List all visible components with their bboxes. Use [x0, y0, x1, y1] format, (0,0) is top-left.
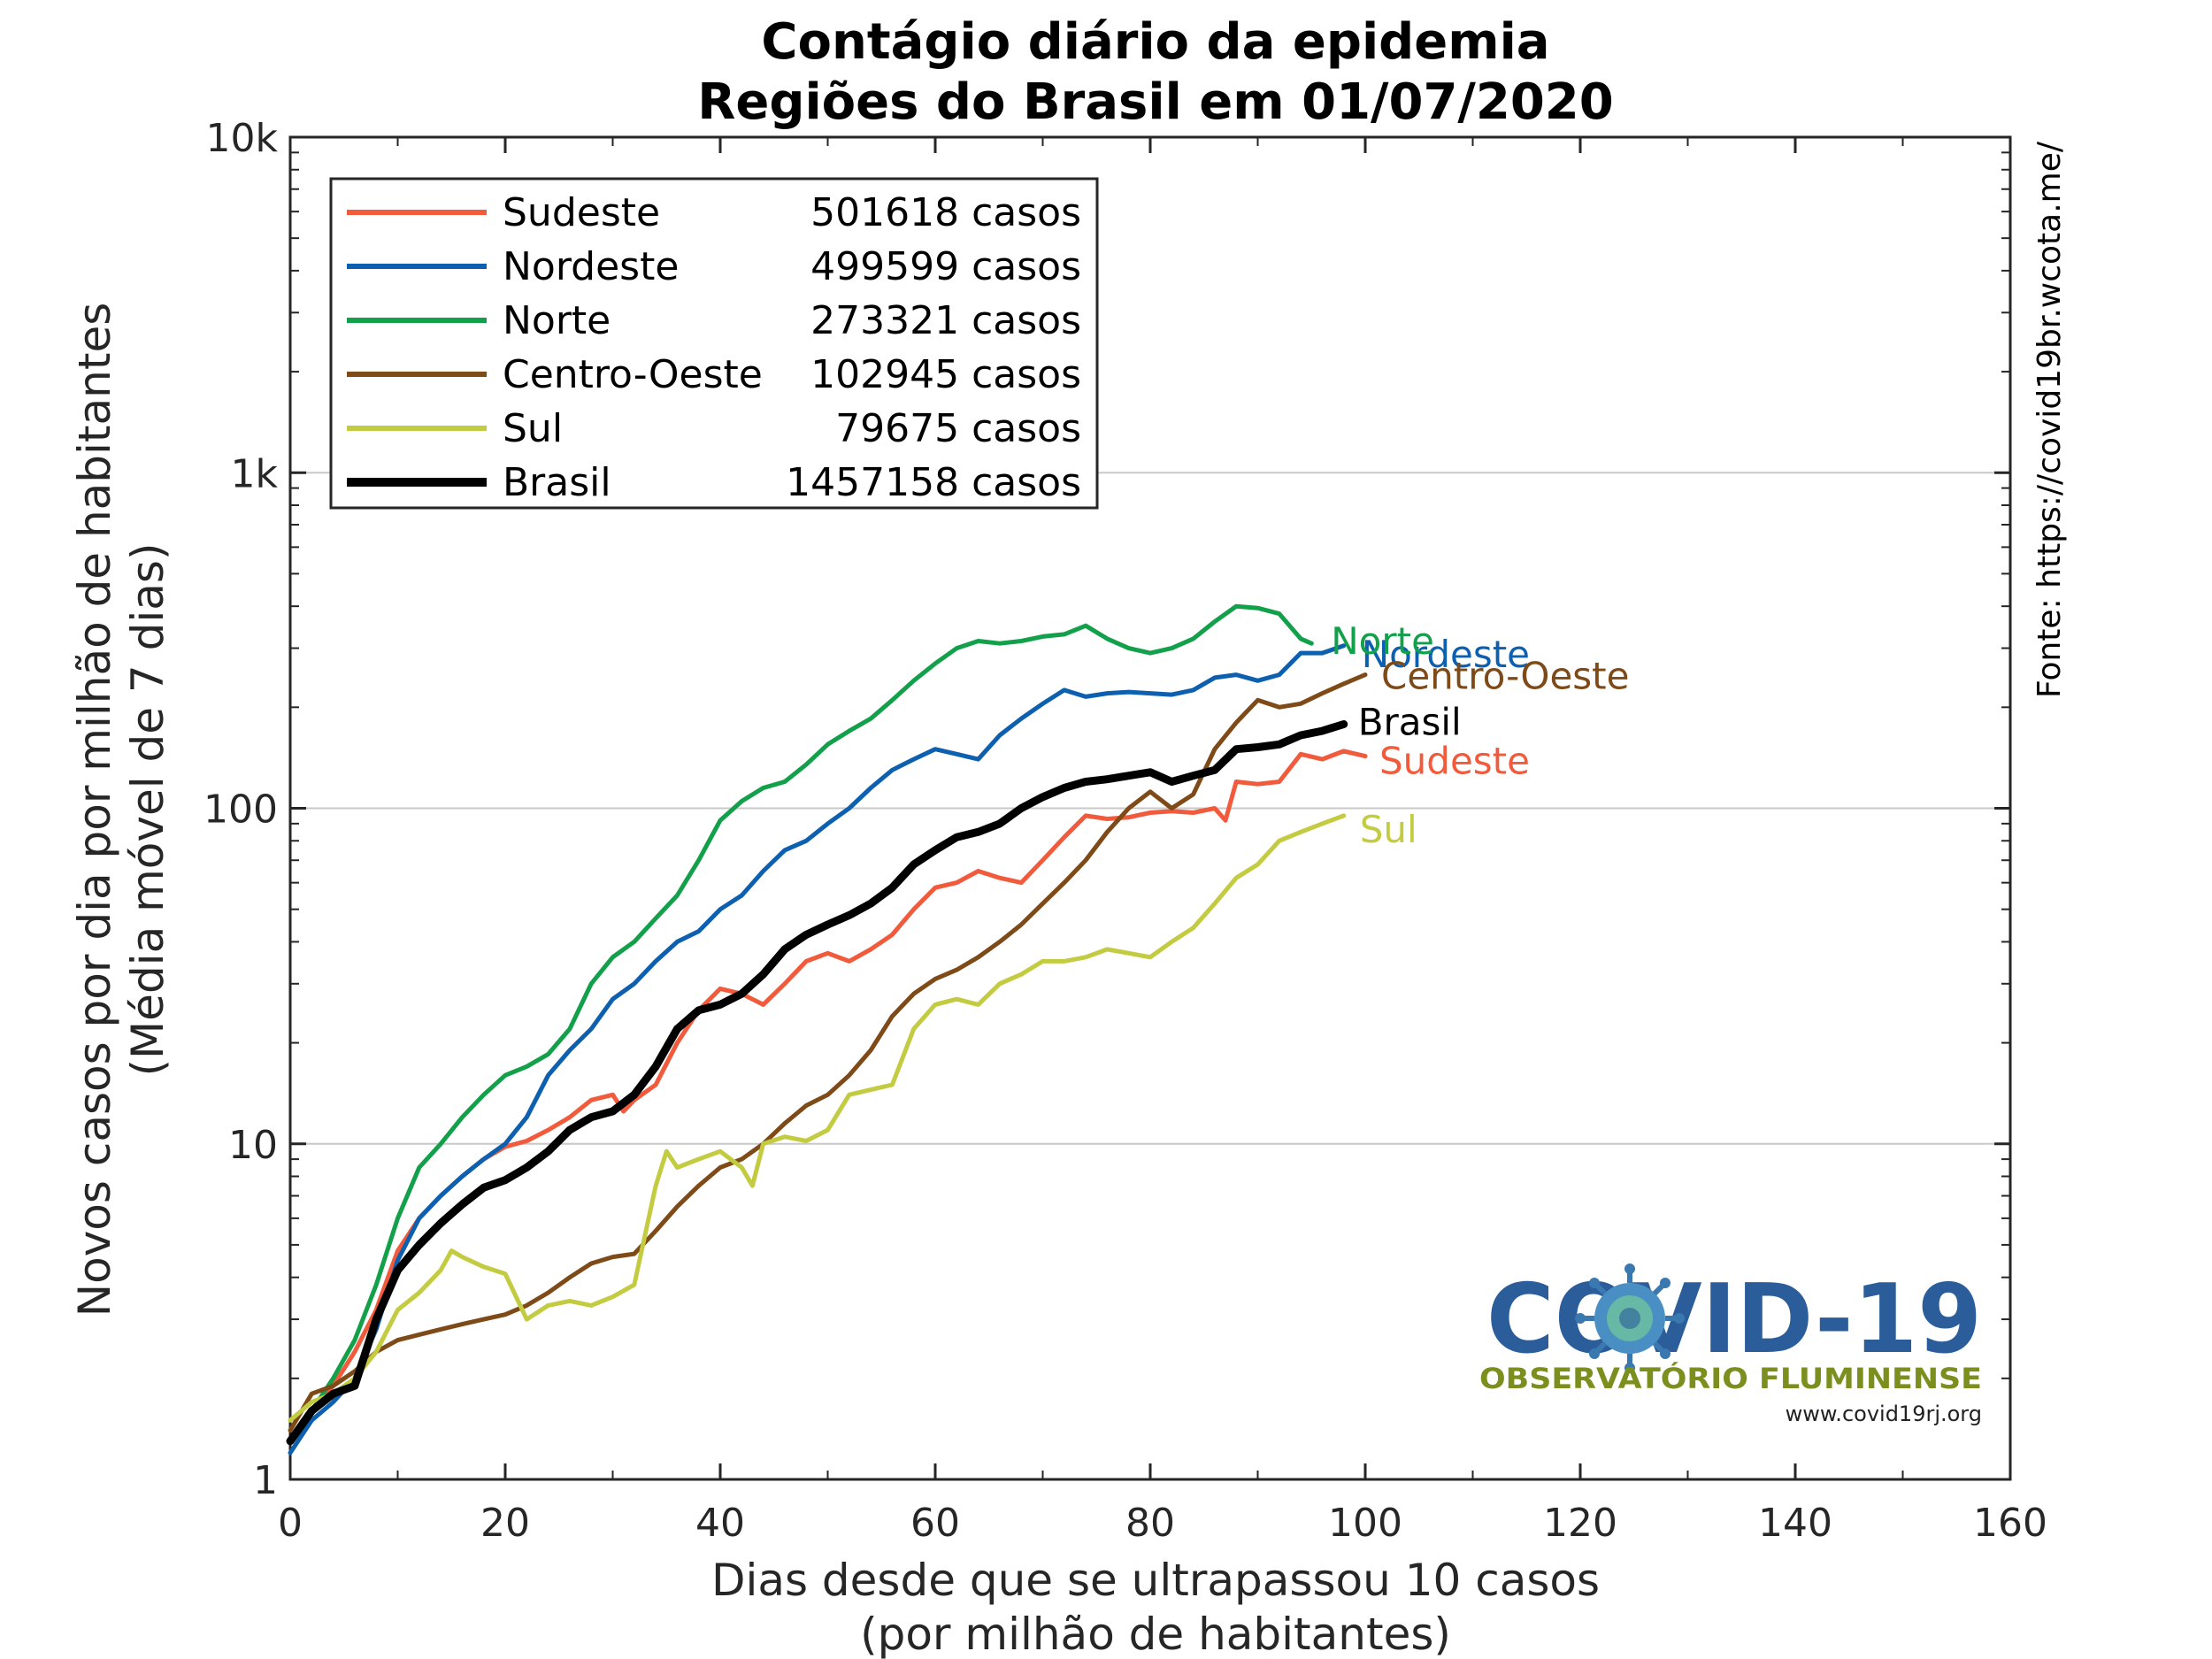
legend-total-sul: 79675 casos	[835, 406, 1081, 451]
x-axis-label-2: (por milhão de habitantes)	[860, 1609, 1451, 1659]
x-tick-label: 60	[910, 1501, 960, 1546]
series-lines	[286, 603, 1368, 1455]
y-tick-label: 10k	[206, 116, 279, 161]
y-tick-label: 1	[253, 1458, 278, 1503]
x-tick-label: 40	[695, 1501, 745, 1546]
legend-name-centro-oeste: Centro-Oeste	[503, 352, 763, 397]
y-tick-label: 100	[204, 787, 278, 833]
y-axis-label-2: (Média móvel de 7 dias)	[122, 543, 173, 1077]
series-line-brasil	[286, 720, 1348, 1446]
series-line-nordeste	[288, 643, 1347, 1455]
source-text: Fonte: https://covid19br.wcota.me/	[2032, 141, 2068, 698]
end-label-norte: Norte	[1331, 619, 1434, 663]
x-tick-label: 0	[278, 1501, 303, 1546]
legend: Sudeste 501618 casos Nordeste 499599 casos N…	[329, 177, 1099, 510]
x-ticks: 0 20 40 60 80 100 120 140 160	[278, 137, 2047, 1546]
end-label-nordeste: Nordeste	[1362, 633, 1530, 676]
logo-brand: COVID-19	[1486, 1264, 1982, 1375]
end-label-sudeste: Sudeste	[1379, 740, 1530, 783]
legend-total-sudeste: 501618 casos	[810, 190, 1081, 235]
virus-icon	[1575, 1263, 1685, 1373]
legend-total-nordeste: 499599 casos	[810, 244, 1081, 289]
chart-subtitle: Regiões do Brasil em 01/07/2020	[697, 73, 1613, 131]
legend-box	[329, 177, 1099, 510]
x-axis-label: Dias desde que se ultrapassou 10 casos	[711, 1555, 1600, 1606]
series-line-norte	[288, 603, 1314, 1444]
legend-name-nordeste: Nordeste	[503, 244, 679, 289]
x-tick-label: 100	[1328, 1501, 1402, 1546]
y-ticks: 1 10 100 1k 10k	[204, 116, 2010, 1503]
logo-url: www.covid19rj.org	[1786, 1402, 1982, 1426]
legend-name-brasil: Brasil	[503, 460, 611, 505]
end-label-sul: Sul	[1360, 808, 1417, 851]
series-line-sul	[288, 813, 1347, 1423]
series-line-centro-oeste	[288, 672, 1368, 1433]
x-tick-label: 80	[1125, 1501, 1175, 1546]
legend-total-centro-oeste: 102945 casos	[810, 352, 1081, 397]
y-axis-label: Novos casos por dia por milhão de habita…	[69, 303, 120, 1317]
x-tick-label: 20	[480, 1501, 530, 1546]
legend-name-norte: Norte	[503, 298, 611, 343]
x-tick-label: 120	[1543, 1501, 1617, 1546]
legend-total-brasil: 1457158 casos	[786, 460, 1081, 505]
legend-total-norte: 273321 casos	[810, 298, 1081, 343]
covid19-logo: COVID-19 OBSERVATÓRIO FLUMINENSE www.cov…	[1479, 1263, 1982, 1426]
logo-subtitle: OBSERVATÓRIO FLUMINENSE	[1479, 1361, 1982, 1395]
x-tick-label: 160	[1973, 1501, 2047, 1546]
end-label-brasil: Brasil	[1358, 701, 1462, 744]
chart-title: Contágio diário da epidemia	[761, 13, 1549, 71]
end-label-centro-oeste: Centro-Oeste	[1381, 655, 1630, 698]
legend-name-sudeste: Sudeste	[503, 190, 660, 235]
legend-name-sul: Sul	[503, 406, 563, 451]
y-tick-label: 1k	[231, 451, 279, 496]
y-tick-label: 10	[228, 1123, 278, 1168]
x-tick-label: 140	[1758, 1501, 1832, 1546]
